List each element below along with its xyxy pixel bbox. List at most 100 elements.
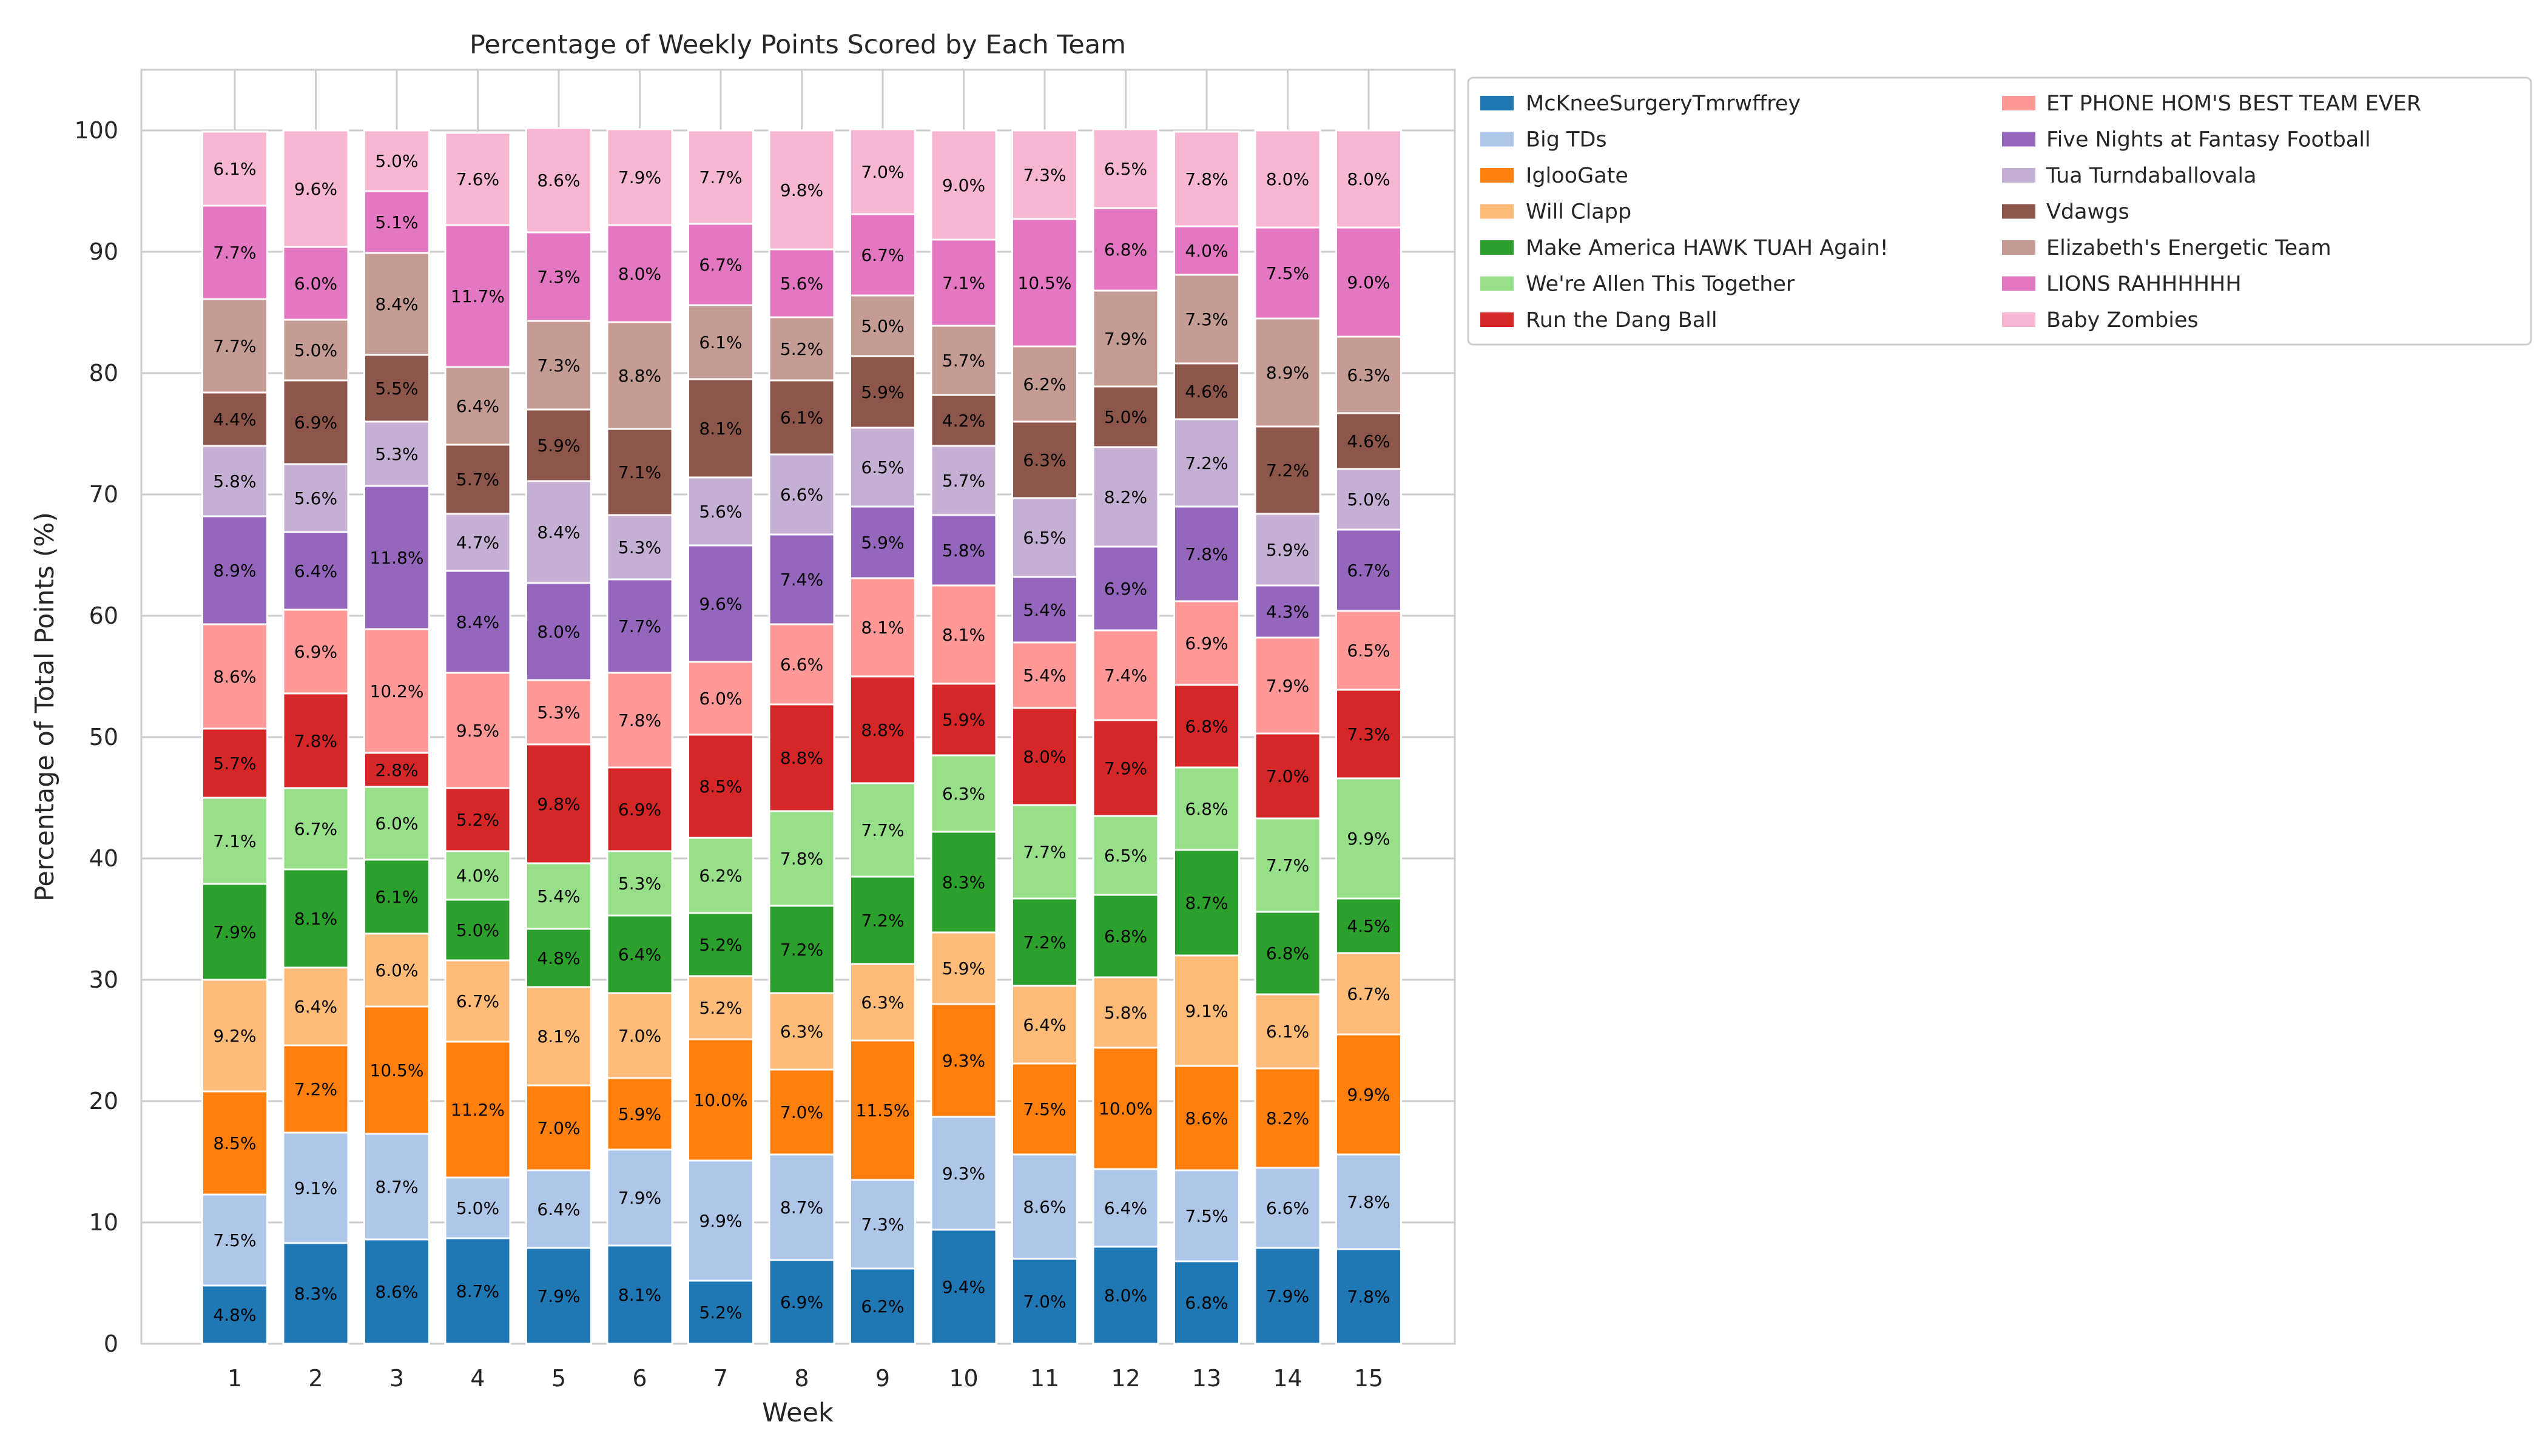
bar-segment [444,850,511,901]
bar-value-label: 5.2% [699,1303,742,1323]
bar-value-label: 6.1% [1266,1022,1309,1042]
bar-segment [849,1179,916,1270]
bar-segment [201,445,268,517]
bar-value-label: 5.0% [456,1198,499,1218]
legend-swatch [1480,96,1514,110]
bar-segment [525,743,592,864]
bar-value-label: 7.3% [537,267,580,287]
bar-value-label: 5.2% [456,810,499,830]
legend-swatch [2002,240,2035,255]
bar-segment [282,1131,349,1244]
y-tick-label: 20 [89,1088,118,1114]
bar-value-label: 7.8% [1185,169,1228,189]
legend-swatch [1480,132,1514,147]
bar-segment [444,132,511,226]
bar-value-label: 5.6% [699,502,742,522]
bar-value-label: 8.5% [213,1133,256,1153]
bar-segment [606,321,673,430]
bar-segment [768,905,835,994]
y-tick-label: 10 [89,1209,118,1236]
bar-segment [1173,274,1240,365]
bar-value-label: 9.9% [699,1211,742,1231]
bar-value-label: 8.0% [1104,1286,1147,1306]
bar-value-label: 7.9% [1266,1286,1309,1306]
legend-entry-label: Will Clapp [1526,200,1631,224]
legend-entry-label: ET PHONE HOM'S BEST TEAM EVER [2046,92,2421,116]
bar-segment [525,1084,592,1171]
bar-stack-group [201,127,1402,1345]
bar-value-label: 11.7% [451,286,505,306]
bar-value-label: 8.4% [456,612,499,632]
legend-entry-label: LIONS RAHHHHHH [2046,272,2242,297]
legend-entry-label: We're Allen This Together [1526,272,1795,297]
bar-segment [1092,207,1159,292]
bar-value-label: 7.9% [537,1286,580,1306]
bar-value-label: 7.1% [618,462,661,482]
bar-value-label: 7.8% [1185,544,1228,564]
legend-entry-label: IglooGate [1526,164,1628,188]
bar-value-label: 7.7% [699,167,742,187]
legend-swatch [2002,96,2035,110]
bar-value-label: 9.8% [537,794,580,814]
bar-value-label: 6.4% [294,561,337,581]
bar-value-label: 8.5% [699,777,742,797]
bar-value-label: 7.5% [213,1230,256,1250]
bar-segment [444,898,511,962]
bar-value-label: 9.0% [942,175,985,195]
bar-value-label: 11.5% [856,1100,910,1121]
bar-segment [849,875,916,965]
bar-value-label: 6.6% [1266,1198,1309,1218]
legend: McKneeSurgeryTmrwffrey Big TDs IglooGate Wi… [1467,76,2532,346]
bar-segment [1092,719,1159,817]
bar-segment [1254,226,1321,320]
bar-value-label: 5.3% [537,703,580,723]
x-tick-label: 9 [875,1365,890,1392]
bar-value-label: 5.0% [1347,490,1390,510]
bar-segment [849,213,916,297]
bar-value-label: 5.4% [537,886,580,906]
bar-value-label: 6.7% [1347,561,1390,581]
bar-value-label: 7.8% [618,710,661,730]
bar-segment [930,754,997,833]
bar-value-label: 9.1% [1185,1001,1228,1021]
bar-segment [606,1077,673,1151]
bar-value-label: 4.8% [213,1305,256,1325]
bar-value-label: 7.3% [1347,724,1390,744]
y-axis-label: Percentage of Total Points (%) [30,512,60,902]
bar-segment [1335,1153,1402,1250]
x-tick-label: 13 [1192,1365,1221,1392]
bar-segment [1011,1062,1078,1156]
bar-value-label: 6.0% [699,689,742,709]
x-tick-label: 15 [1354,1365,1383,1392]
bar-segment [201,1090,268,1196]
bar-value-label: 8.6% [375,1282,418,1302]
bar-value-label: 6.8% [1185,716,1228,736]
bar-value-label: 6.0% [294,274,337,294]
bar-segment [1173,1169,1240,1262]
bar-value-label: 5.6% [780,274,823,294]
bar-segment [606,578,673,674]
bar-value-label: 9.2% [213,1026,256,1046]
bar-value-label: 10.0% [1099,1099,1153,1119]
bar-segment [930,129,997,241]
bar-segment [363,1005,430,1135]
bar-value-label: 4.2% [942,411,985,431]
bar-value-label: 4.4% [213,410,256,430]
legend-swatch [1480,168,1514,183]
bar-segment [363,786,430,861]
bar-value-label: 10.0% [694,1090,748,1110]
bar-segment [930,325,997,396]
bar-segment [282,787,349,871]
bar-segment [282,966,349,1046]
bar-segment [687,1279,754,1345]
bar-segment [768,1068,835,1156]
bar-segment [1173,418,1240,508]
bar-value-label: 6.0% [375,960,418,980]
bar-value-label: 8.1% [861,618,904,638]
bar-value-label: 5.3% [618,874,661,894]
bar-segment [1254,993,1321,1070]
x-tick-label: 4 [470,1365,485,1392]
bar-value-label: 5.9% [942,710,985,730]
bar-segment [1335,129,1402,229]
x-tick-label: 7 [713,1365,728,1392]
